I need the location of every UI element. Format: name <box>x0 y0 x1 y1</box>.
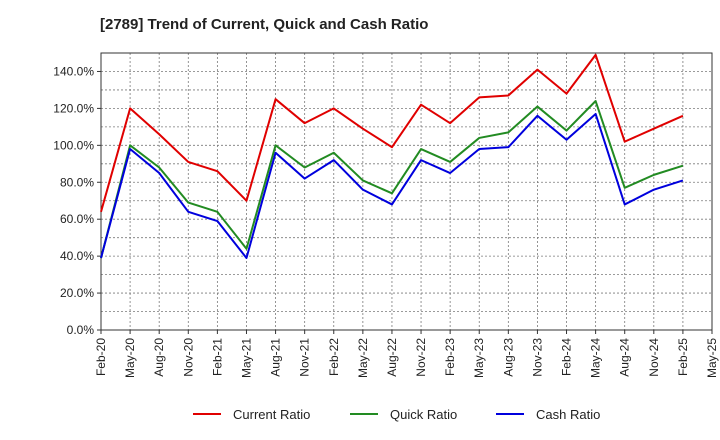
x-tick-label: Nov-20 <box>181 338 195 377</box>
x-tick-label: May-21 <box>239 338 253 378</box>
x-tick-label: May-22 <box>356 338 370 378</box>
legend-label: Quick Ratio <box>390 407 457 422</box>
x-tick-label: Aug-22 <box>385 338 399 377</box>
x-tick-label: Aug-24 <box>618 338 632 377</box>
x-tick-label: Feb-20 <box>94 338 108 376</box>
x-tick-label: Aug-20 <box>152 338 166 377</box>
plot-frame <box>100 52 713 331</box>
x-tick-label: Nov-22 <box>414 338 428 377</box>
y-tick-label: 80.0% <box>60 175 94 189</box>
series-line-cash-ratio <box>100 112 684 259</box>
x-tick-label: Nov-21 <box>298 338 312 377</box>
x-tick-label: May-20 <box>123 338 137 378</box>
x-tick-label: Feb-23 <box>443 338 457 376</box>
legend: Current Ratio Quick Ratio Cash Ratio <box>193 407 600 422</box>
x-tick-label: May-24 <box>589 338 603 378</box>
series-layer <box>100 53 684 259</box>
x-tick-label: Feb-22 <box>327 338 341 376</box>
x-tick-label: May-25 <box>705 338 719 378</box>
y-tick-label: 0.0% <box>67 323 95 337</box>
series-line-quick-ratio <box>100 100 684 259</box>
x-tick-label: Feb-25 <box>676 338 690 376</box>
x-tick-label: Aug-21 <box>269 338 283 377</box>
legend-label: Current Ratio <box>233 407 310 422</box>
y-tick-label: 40.0% <box>60 249 94 263</box>
legend-label: Cash Ratio <box>536 407 600 422</box>
x-tick-label: Feb-24 <box>560 338 574 376</box>
grid-layer <box>101 53 712 330</box>
y-tick-label: 100.0% <box>53 138 94 152</box>
axes-layer: 0.0% 20.0% 40.0% 60.0% 80.0% 100.0% 120.0% 140.… <box>53 52 719 378</box>
y-tick-label: 120.0% <box>53 101 94 115</box>
x-tick-label: May-23 <box>472 338 486 378</box>
x-tick-label: Nov-24 <box>647 338 661 377</box>
y-tick-label: 140.0% <box>53 64 94 78</box>
x-tick-label: Aug-23 <box>501 338 515 377</box>
chart-title: [2789] Trend of Current, Quick and Cash … <box>100 16 428 33</box>
series-line-current-ratio <box>100 53 684 213</box>
y-tick-label: 20.0% <box>60 286 94 300</box>
x-tick-label: Nov-23 <box>530 338 544 377</box>
y-tick-label: 60.0% <box>60 212 94 226</box>
x-tick-label: Feb-21 <box>210 338 224 376</box>
